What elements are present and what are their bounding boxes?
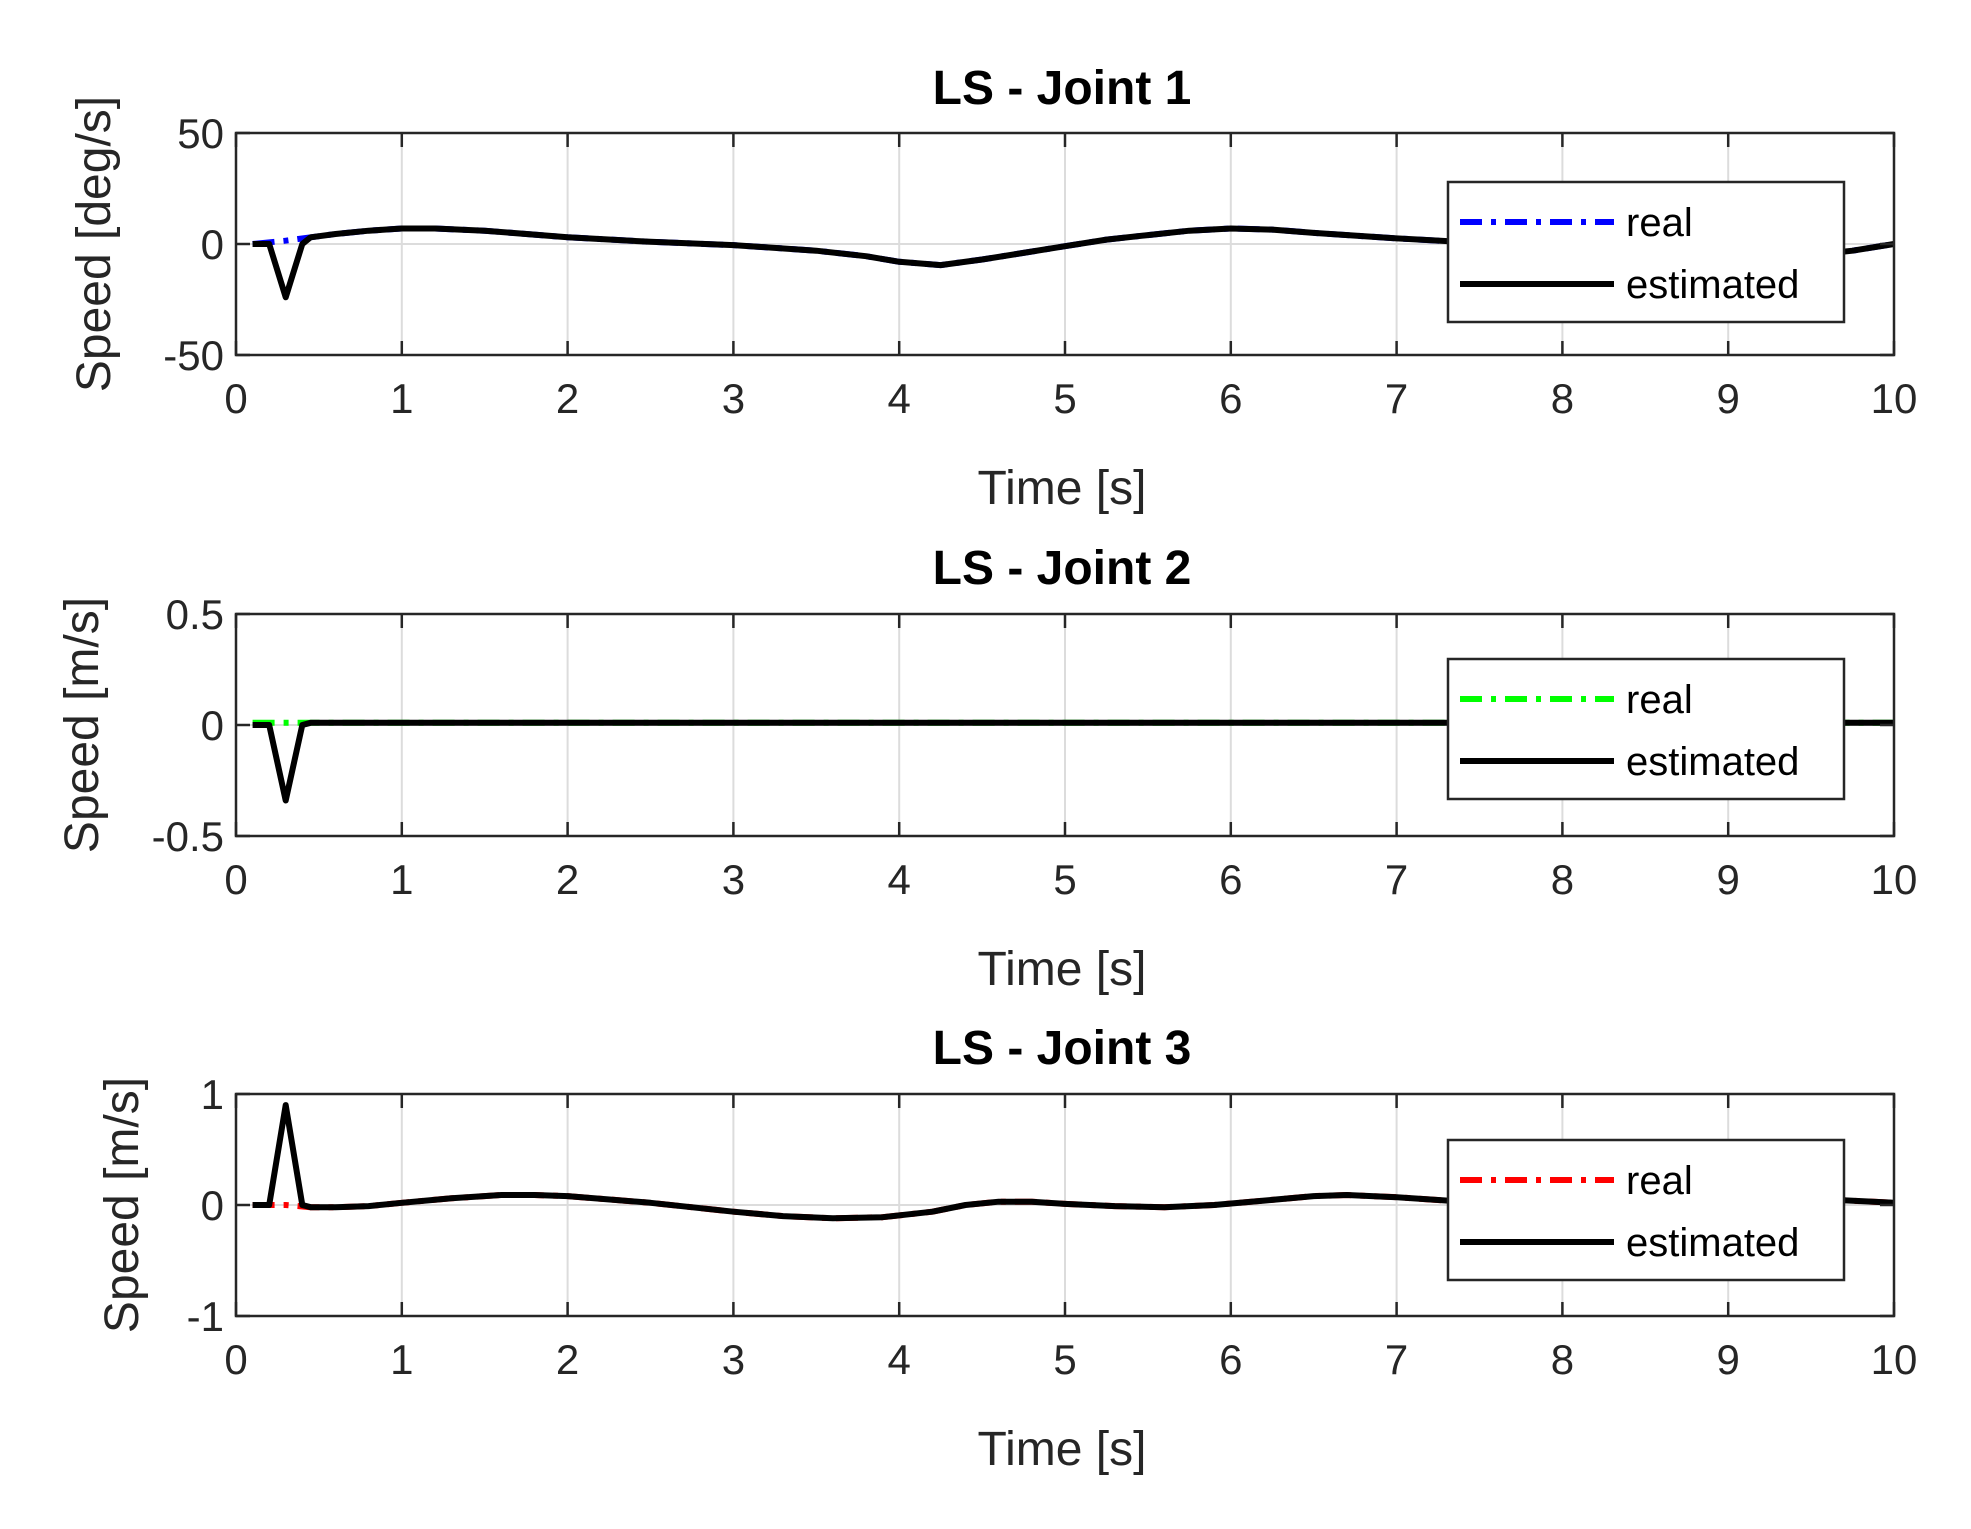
legend-estimated-label: estimated [1626, 1221, 1799, 1265]
legend: real estimated [1446, 657, 1846, 801]
legend-real-label: real [1626, 1159, 1693, 1203]
y-tick-label: 0.5 [166, 591, 224, 638]
legend: real estimated [1446, 180, 1846, 324]
legend-real-label: real [1626, 201, 1693, 245]
x-tick-label: 10 [1871, 375, 1918, 422]
x-tick-label: 8 [1551, 1336, 1574, 1383]
x-tick-label: 7 [1385, 1336, 1408, 1383]
y-tick-label: 0 [201, 221, 224, 268]
x-tick-label: 8 [1551, 856, 1574, 903]
series-line-estimated [252, 719, 1894, 804]
subplot-joint-1: LS - Joint 1 Speed [deg/s] Time [s] 0 1 2 3… [68, 62, 1917, 515]
legend-box [1446, 657, 1846, 801]
x-tick-label: 3 [722, 1336, 745, 1383]
x-tick-label: 6 [1219, 856, 1242, 903]
x-tick-label: 9 [1717, 375, 1740, 422]
y-tick-label: 1 [201, 1071, 224, 1118]
x-tick-label: 7 [1385, 375, 1408, 422]
x-tick-label: 6 [1219, 1336, 1242, 1383]
x-tick-label: 9 [1717, 856, 1740, 903]
plot-title: LS - Joint 1 [933, 62, 1192, 115]
x-axis-label: Time [s] [978, 943, 1147, 996]
x-tick-label: 3 [722, 375, 745, 422]
x-tick-label: 2 [556, 375, 579, 422]
y-tick-label: -1 [187, 1293, 224, 1340]
x-tick-label: 4 [888, 375, 911, 422]
y-tick-label: -50 [163, 332, 224, 379]
y-tick-label: -0.5 [152, 813, 224, 860]
x-tick-label: 2 [556, 1336, 579, 1383]
y-tick-label: 0 [201, 1182, 224, 1229]
legend: real estimated [1446, 1138, 1846, 1282]
y-tick-label: 50 [177, 110, 224, 157]
x-tick-label: 1 [390, 375, 413, 422]
legend-estimated-label: estimated [1626, 263, 1799, 307]
legend-estimated-label: estimated [1626, 740, 1799, 784]
x-tick-label: 3 [722, 856, 745, 903]
x-tick-label: 5 [1053, 1336, 1076, 1383]
ticks: 0 1 2 3 4 5 6 7 8 9 10-101 [187, 1071, 1918, 1383]
subplot-joint-3: LS - Joint 3 Speed [m/s] Time [s] 0 1 2 3 4 5… [96, 1022, 1917, 1476]
subplot-joint-2: LS - Joint 2 Speed [m/s] Time [s] 0 1 2 3 4 5… [56, 542, 1917, 996]
y-tick-label: 0 [201, 702, 224, 749]
x-tick-label: 0 [224, 856, 247, 903]
legend-real-label: real [1626, 678, 1693, 722]
y-axis-label: Speed [m/s] [96, 1077, 149, 1333]
legend-box [1446, 1138, 1846, 1282]
x-tick-label: 4 [888, 856, 911, 903]
x-tick-label: 10 [1871, 856, 1918, 903]
x-tick-label: 10 [1871, 1336, 1918, 1383]
x-tick-label: 1 [390, 1336, 413, 1383]
ticks: 0 1 2 3 4 5 6 7 8 9 10-0.500.5 [152, 591, 1918, 903]
x-tick-label: 4 [888, 1336, 911, 1383]
plot-title: LS - Joint 3 [933, 1022, 1192, 1075]
x-tick-label: 7 [1385, 856, 1408, 903]
y-axis-label: Speed [m/s] [56, 597, 109, 853]
y-axis-label: Speed [deg/s] [68, 96, 121, 392]
x-axis-label: Time [s] [978, 462, 1147, 515]
x-tick-label: 5 [1053, 856, 1076, 903]
series-layer [252, 719, 1894, 804]
plot-title: LS - Joint 2 [933, 542, 1192, 595]
x-tick-label: 0 [224, 1336, 247, 1383]
legend-box [1446, 180, 1846, 324]
x-tick-label: 5 [1053, 375, 1076, 422]
x-tick-label: 2 [556, 856, 579, 903]
x-axis-label: Time [s] [978, 1423, 1147, 1476]
x-tick-label: 0 [224, 375, 247, 422]
x-tick-label: 1 [390, 856, 413, 903]
x-tick-label: 9 [1717, 1336, 1740, 1383]
x-tick-label: 8 [1551, 375, 1574, 422]
x-tick-label: 6 [1219, 375, 1242, 422]
